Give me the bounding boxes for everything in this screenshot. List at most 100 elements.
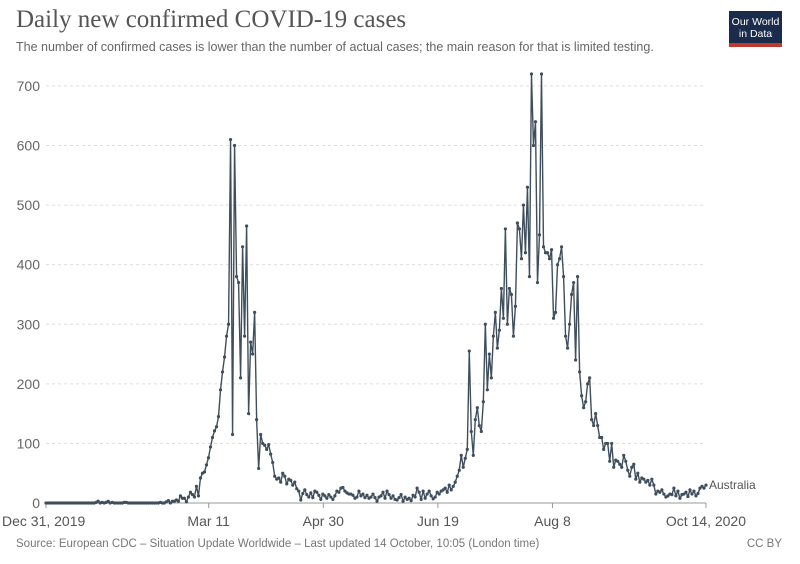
data-point [307,495,311,499]
y-tick-label: 600 [17,138,41,154]
data-point [305,493,309,497]
data-point [501,316,505,320]
x-tick-label: Dec 31, 2019 [2,513,85,529]
data-point [445,490,449,494]
data-point [479,429,483,434]
data-point [467,349,471,353]
chart-subtitle: The number of confirmed cases is lower t… [16,40,654,54]
data-point [309,491,313,495]
data-point [567,322,572,326]
data-point [541,245,546,249]
data-point [563,334,568,338]
data-point [443,486,447,490]
x-tick-label: Aug 8 [534,513,571,529]
data-point [610,441,614,446]
data-point [317,493,321,497]
data-point [255,417,259,422]
y-tick-label: 200 [17,376,41,392]
data-point [297,489,301,493]
y-tick-label: 300 [17,316,41,332]
data-point [686,494,690,499]
data-point [337,490,341,494]
data-point [555,263,560,267]
data-point [630,465,634,469]
data-point [351,493,355,497]
data-point [429,494,433,498]
data-point [507,286,511,291]
data-point [285,482,289,486]
data-point [263,443,267,447]
data-point [409,499,413,503]
data-point [531,143,536,148]
source-note[interactable]: Source: European CDC – Situation Update … [16,538,540,550]
data-point [241,245,245,249]
data-point [341,485,345,490]
data-point [576,274,580,279]
data-point [580,394,584,398]
data-point [557,257,562,261]
data-point [465,447,469,451]
data-point [455,474,459,478]
data-point [224,334,229,338]
series-label-australia[interactable]: Australia [709,478,756,492]
license-link[interactable]: CC BY [746,538,782,550]
data-point [267,443,271,447]
data-point [383,496,387,500]
data-point [220,370,225,374]
data-point [696,491,700,496]
data-point [561,274,566,279]
data-point [453,480,457,484]
data-point [457,468,461,472]
owid-logo[interactable]: Our World in Data [729,11,782,47]
data-point [660,488,664,492]
data-point [385,489,389,493]
data-point [547,257,552,261]
data-point [257,466,261,471]
data-point [483,322,487,326]
data-point [515,221,520,225]
series-line-australia[interactable] [46,73,707,504]
data-point [249,340,253,344]
data-point [578,370,582,374]
x-tick-label: Apr 30 [303,513,344,529]
grid-lines [46,85,706,444]
data-point [586,382,590,386]
data-point [505,322,509,326]
data-point [365,493,369,497]
data-point [632,462,636,466]
data-point [198,476,203,480]
y-tick-label: 500 [17,197,41,213]
data-point [692,489,696,493]
data-point [469,429,473,434]
data-point [485,388,489,392]
data-point [190,493,195,497]
data-point [537,233,542,237]
data-point [387,493,391,497]
data-point [391,494,395,498]
data-point [363,496,367,500]
logo-accent-bar [729,43,782,47]
data-point [178,494,183,498]
data-point [551,316,556,320]
data-point [503,227,507,231]
data-point [251,352,255,356]
data-point [329,495,333,499]
data-point [218,388,223,392]
y-tick-label: 700 [17,78,41,94]
data-point [519,257,524,261]
data-point [521,203,526,207]
data-point [539,72,544,76]
data-point [489,376,493,380]
data-point [569,292,574,297]
data-point [596,423,600,428]
data-point [574,358,578,362]
data-point [652,483,656,487]
data-point [608,459,612,463]
data-point [704,483,708,487]
data-point [355,495,359,499]
data-point [694,494,698,498]
data-point [495,346,499,350]
data-point [672,486,676,490]
data-point [327,493,331,497]
x-tick-label: Jun 19 [417,513,459,529]
